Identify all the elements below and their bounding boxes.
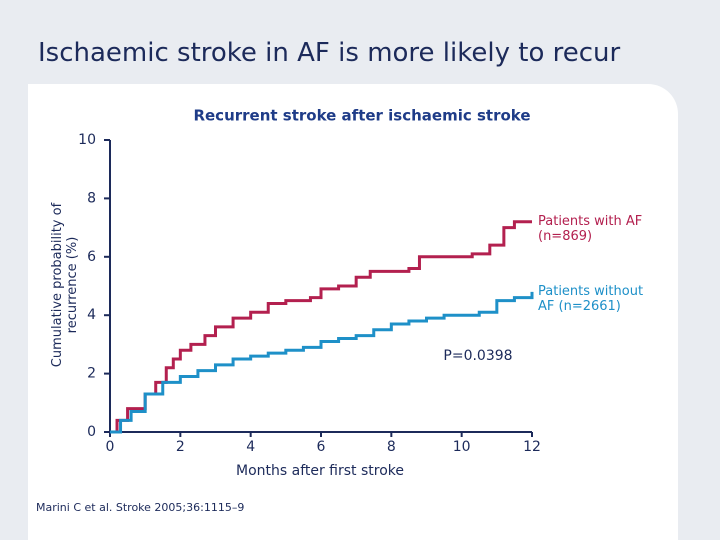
y-tick-label: 10	[78, 132, 96, 148]
x-axis-label: Months after first stroke	[236, 463, 404, 479]
x-tick-label: 12	[523, 439, 541, 455]
series-line	[110, 220, 532, 434]
slide-title: Ischaemic stroke in AF is more likely to…	[38, 38, 621, 68]
x-tick-label: 8	[387, 439, 396, 455]
x-tick-label: 10	[453, 439, 471, 455]
footnote: Marini C et al. Stroke 2005;36:1115–9	[36, 501, 244, 514]
x-tick-label: 0	[106, 439, 115, 455]
y-tick-label: 8	[87, 190, 96, 206]
series-label: Patients without AF (n=2661)	[538, 283, 644, 314]
y-tick-label: 0	[87, 424, 96, 440]
x-tick-label: 4	[246, 439, 255, 455]
y-tick-label: 4	[87, 307, 96, 323]
series-line	[110, 291, 534, 434]
panel	[28, 84, 678, 540]
y-tick-label: 6	[87, 249, 96, 265]
chart-title: Recurrent stroke after ischaemic stroke	[193, 107, 530, 125]
x-tick-label: 6	[317, 439, 326, 455]
series-label: Patients with AF (n=869)	[538, 213, 643, 244]
x-tick-label: 2	[176, 439, 185, 455]
annotation: P=0.0398	[443, 348, 512, 364]
y-axis-label: Cumulative probability of recurrence (%)	[50, 202, 80, 368]
y-tick-label: 2	[87, 366, 96, 382]
